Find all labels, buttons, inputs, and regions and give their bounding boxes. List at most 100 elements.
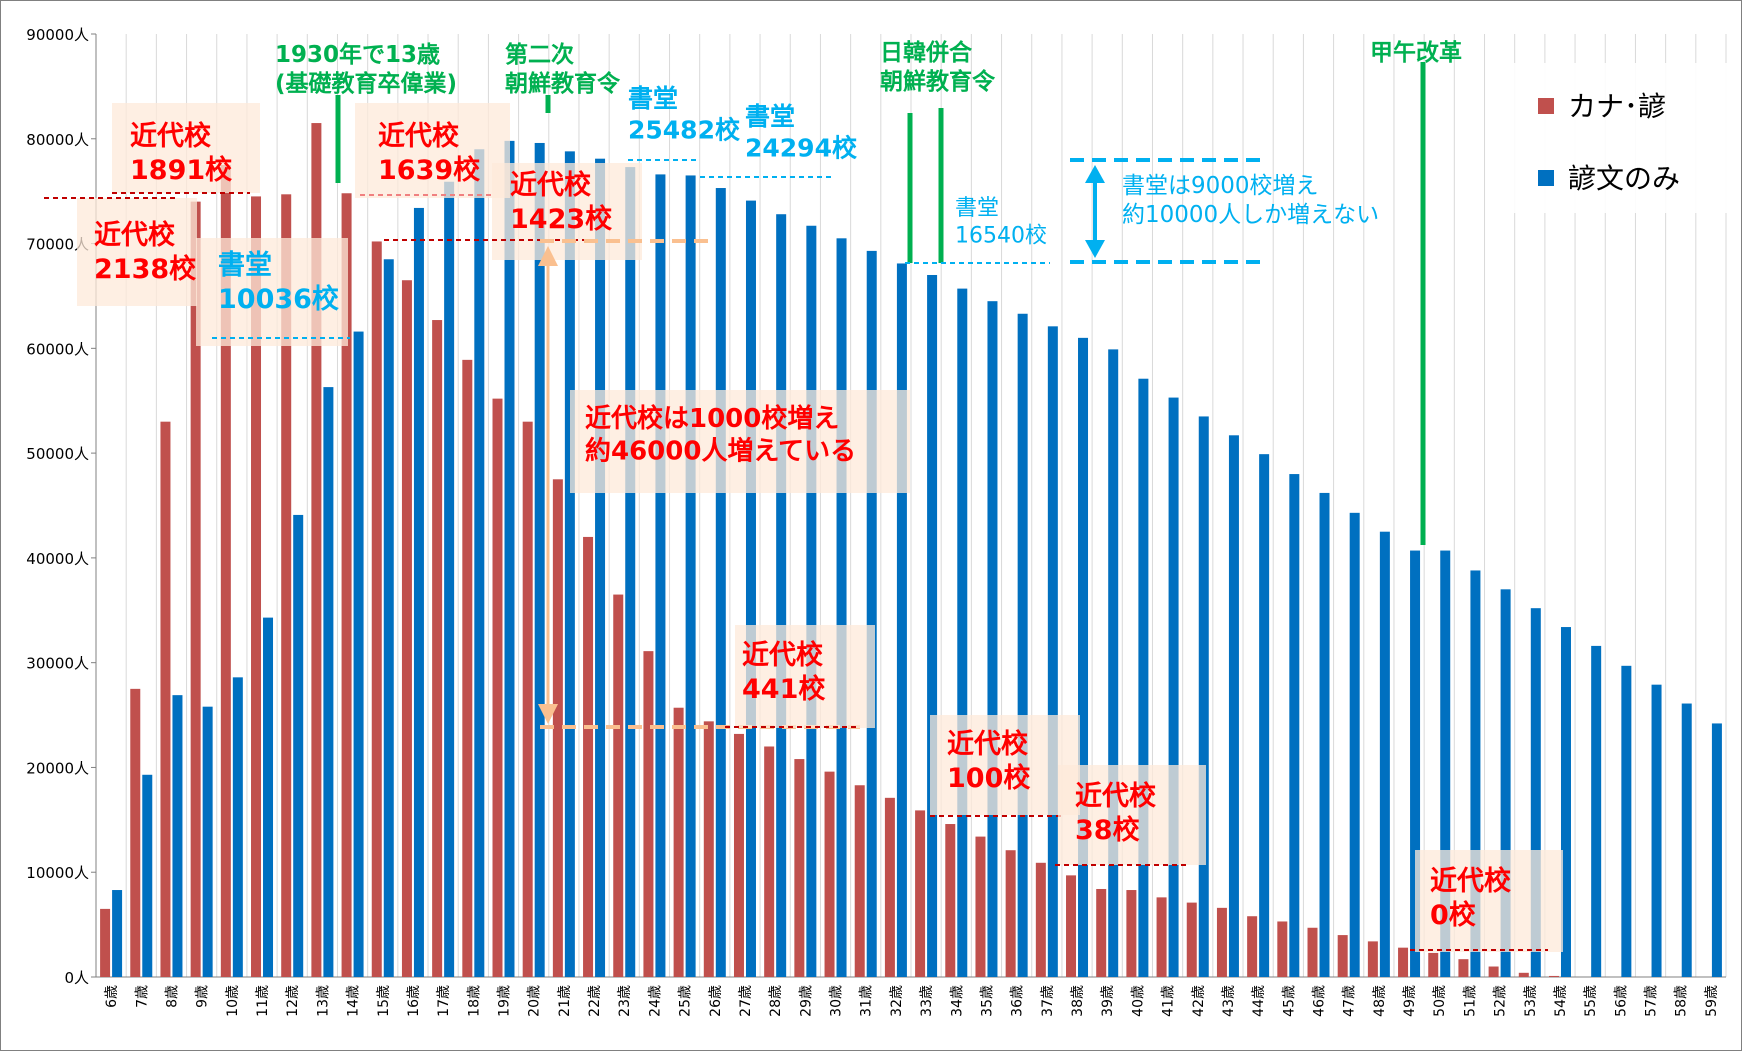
bar-kana-48	[1548, 975, 1559, 977]
label-bg	[1058, 765, 1206, 865]
bar-onmun-0	[112, 890, 123, 977]
bar-onmun-26	[896, 263, 907, 977]
bar-onmun-32	[1078, 337, 1089, 977]
x-tick-label: 12歳	[285, 985, 301, 1017]
bar-onmun-48	[1560, 627, 1571, 977]
y-tick-label: 50000人	[26, 445, 89, 463]
bar-onmun-21	[745, 200, 756, 977]
x-tick-label: 52歳	[1493, 985, 1509, 1017]
kindai-441-label: 441校	[742, 673, 825, 705]
x-tick-label: 18歳	[466, 985, 482, 1017]
kindai-100-label: 近代校	[947, 728, 1028, 760]
x-tick-label: 26歳	[708, 985, 724, 1017]
kindai-note-label: 約46000人増えている	[585, 436, 856, 467]
label-bg	[930, 715, 1080, 815]
bar-onmun-5	[263, 617, 274, 977]
bar-onmun-51	[1651, 684, 1662, 977]
bar-onmun-24	[836, 238, 847, 978]
event-1930-label: (基礎教育卒偉業)	[275, 70, 457, 97]
bar-kana-30	[1005, 850, 1016, 977]
bar-kana-1	[130, 688, 141, 977]
shodo-25482-label: 25482校	[628, 115, 741, 144]
x-tick-label: 51歳	[1462, 985, 1478, 1017]
bar-kana-6	[281, 194, 292, 977]
legend-swatch	[1538, 170, 1554, 186]
x-tick-label: 17歳	[436, 985, 452, 1017]
y-tick-labels: 0人 10000人 20000人 30000人 40000人 50000人 60000人 70…	[26, 26, 96, 987]
x-tick-label: 24歳	[647, 985, 663, 1017]
bar-onmun-34	[1138, 378, 1149, 978]
bar-kana-47	[1518, 972, 1529, 977]
x-tick-label: 49歳	[1402, 985, 1418, 1017]
bar-kana-9	[371, 241, 382, 977]
bar-kana-12	[462, 359, 473, 977]
bar-onmun-19	[685, 175, 696, 977]
x-tick-label: 10歳	[225, 985, 241, 1017]
x-tick-label: 20歳	[527, 985, 543, 1017]
bar-kana-11	[432, 320, 443, 977]
x-tick-label: 44歳	[1251, 985, 1267, 1017]
bar-kana-2	[160, 421, 171, 978]
kindai-2138-label: 近代校	[94, 219, 175, 251]
bar-kana-35	[1156, 897, 1167, 977]
bar-kana-10	[401, 280, 412, 977]
bar-kana-46	[1488, 966, 1499, 977]
label-bg	[492, 163, 642, 260]
bar-onmun-31	[1047, 326, 1058, 978]
label-bg	[77, 198, 197, 306]
y-tick-label: 0人	[64, 969, 89, 987]
y-tick-label: 20000人	[26, 759, 89, 777]
x-tick-label: 14歳	[346, 985, 362, 1017]
x-tick-label: 37歳	[1040, 985, 1056, 1017]
bar-kana-31	[1035, 862, 1046, 977]
bar-onmun-37	[1228, 435, 1239, 977]
bar-kana-16	[583, 536, 594, 977]
bar-onmun-43	[1410, 550, 1421, 977]
bar-onmun-22	[776, 214, 787, 977]
bar-onmun-4	[232, 677, 243, 977]
y-tick-label: 90000人	[26, 26, 89, 44]
x-tick-label: 45歳	[1281, 985, 1297, 1017]
bar-kana-4	[220, 164, 231, 977]
bar-kana-41	[1337, 935, 1348, 977]
orange-arrow-head-up	[538, 246, 558, 266]
bar-kana-27	[915, 810, 926, 977]
bar-onmun-47	[1530, 608, 1541, 977]
bar-onmun-40	[1319, 492, 1330, 977]
shodo-16540-label: 書堂	[955, 196, 999, 221]
x-tick-label: 36歳	[1010, 985, 1026, 1017]
event-second-label: 朝鮮教育令	[505, 70, 621, 97]
y-tick-label: 10000人	[26, 864, 89, 882]
x-tick-label: 54歳	[1553, 985, 1569, 1017]
bar-kana-20	[703, 721, 714, 977]
bar-kana-18	[643, 651, 654, 977]
x-tick-label: 21歳	[557, 985, 573, 1017]
x-tick-label: 25歳	[678, 985, 694, 1017]
kindai-100-label: 100校	[947, 762, 1030, 794]
bar-onmun-3	[202, 706, 213, 977]
bar-onmun-25	[866, 250, 877, 977]
bar-onmun-18	[655, 174, 666, 977]
event-1930-label: 1930年で13歳	[275, 41, 440, 68]
bar-onmun-1	[142, 774, 153, 977]
bar-kana-29	[975, 836, 986, 977]
label-bg	[196, 238, 348, 346]
x-tick-label: 23歳	[617, 985, 633, 1017]
shodo-24294-label: 24294校	[745, 133, 858, 162]
bar-onmun-15	[564, 151, 575, 978]
bar-kana-23	[794, 759, 805, 977]
x-tick-labels: 6歳 7歳 8歳 9歳 10歳 11歳 12歳 13歳 14歳 15歳 16歳 17歳 18歳 19歳 20…	[104, 985, 1720, 1017]
shodo-25482-label: 書堂	[628, 84, 678, 113]
bar-kana-42	[1367, 941, 1378, 977]
x-tick-label: 6歳	[104, 985, 120, 1008]
bar-kana-33	[1096, 888, 1107, 977]
x-tick-label: 53歳	[1523, 985, 1539, 1017]
x-tick-label: 39歳	[1100, 985, 1116, 1017]
x-tick-label: 33歳	[919, 985, 935, 1017]
bar-kana-32	[1066, 875, 1077, 977]
legend-swatch	[1538, 98, 1554, 114]
x-tick-label: 16歳	[406, 985, 422, 1017]
bar-kana-43	[1398, 947, 1409, 977]
x-tick-label: 27歳	[738, 985, 754, 1017]
